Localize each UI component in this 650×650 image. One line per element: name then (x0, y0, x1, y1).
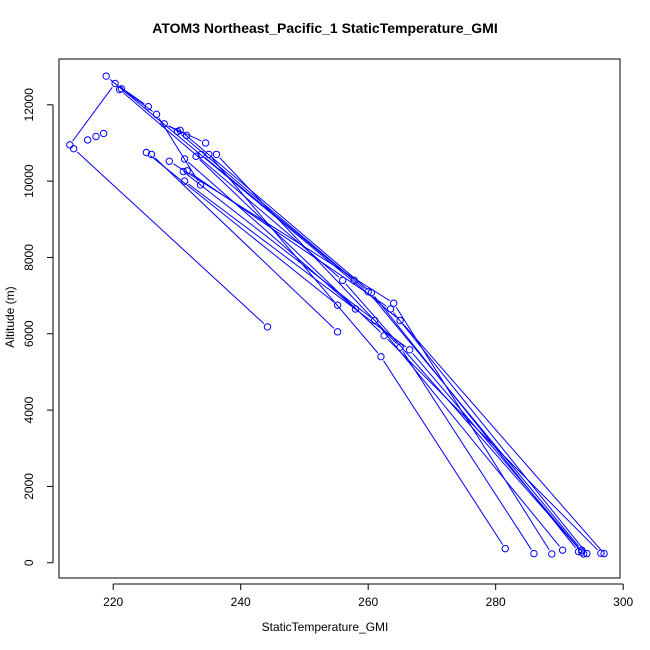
data-point (83, 136, 92, 144)
data-point (583, 549, 591, 558)
data-point (396, 316, 404, 325)
series-segment (204, 157, 351, 278)
y-tick-label: 10000 (22, 164, 36, 198)
data-point (389, 299, 398, 307)
data-point (263, 323, 272, 331)
series-segment (188, 183, 407, 348)
y-tick-label: 0 (22, 559, 36, 566)
x-tick-label: 260 (358, 595, 378, 609)
x-axis-title: StaticTemperature_GMI (261, 620, 389, 634)
data-point (179, 167, 188, 176)
x-tick-label: 300 (613, 595, 633, 609)
data-point (578, 548, 586, 556)
series-segment (199, 159, 381, 333)
chart-title: ATOM3 Northeast_Pacific_1 StaticTemperat… (152, 20, 498, 36)
data-point (558, 546, 567, 554)
series-segment (412, 353, 581, 551)
data-point (147, 150, 156, 159)
data-point (182, 131, 191, 140)
series-segment (377, 323, 560, 547)
series-segment (402, 350, 532, 550)
x-tick-label: 220 (103, 595, 123, 609)
series-segment (345, 283, 579, 549)
series-segment (211, 157, 379, 354)
data-point (144, 103, 152, 111)
data-point (333, 301, 342, 309)
series-segment (122, 92, 340, 278)
series-segment (402, 323, 602, 551)
y-tick-label: 6000 (22, 320, 36, 347)
data-point (333, 328, 342, 336)
data-point (548, 550, 556, 558)
series-segment (158, 118, 199, 182)
series-segment (76, 151, 265, 325)
series-segment (149, 155, 335, 303)
data-point (180, 155, 189, 163)
x-tick-label: 240 (231, 595, 251, 609)
series-segment (190, 173, 387, 307)
data-point (192, 152, 200, 161)
data-point (574, 547, 583, 556)
data-point (142, 148, 151, 157)
data-point (196, 181, 205, 189)
y-tick-label: 8000 (22, 244, 36, 271)
series-segment (183, 133, 369, 290)
data-point (102, 72, 110, 80)
series-segment (118, 85, 145, 105)
series-segment (393, 312, 585, 551)
data-point (99, 129, 108, 138)
data-point (111, 79, 119, 88)
y-tick-label: 12000 (22, 88, 36, 122)
series-segment (168, 125, 183, 134)
series-segment (373, 295, 576, 549)
data-point (201, 139, 210, 147)
x-tick-label: 280 (486, 595, 506, 609)
series-segment (180, 134, 365, 290)
data-point (66, 141, 74, 149)
data-point (338, 276, 347, 285)
data-point (212, 150, 221, 159)
data-point (152, 110, 161, 119)
series-segment (109, 78, 397, 318)
data-point (501, 544, 509, 553)
series-segment (154, 157, 335, 329)
data-point (380, 331, 388, 340)
data-point (160, 120, 168, 128)
data-point (377, 352, 385, 361)
data-point (600, 549, 608, 558)
plot-frame (58, 58, 621, 579)
data-point (530, 549, 538, 558)
data-point (367, 288, 376, 297)
data-point (69, 144, 78, 153)
data-point (405, 346, 414, 354)
data-point (597, 549, 605, 557)
data-point (183, 167, 191, 175)
data-point (165, 157, 173, 165)
series-segment (383, 360, 504, 545)
y-tick-label: 4000 (22, 396, 36, 423)
data-point (92, 132, 100, 141)
series-segment (125, 91, 153, 112)
series-segment (72, 86, 113, 142)
series-segment (370, 295, 580, 547)
data-point (117, 85, 126, 93)
y-tick-label: 2000 (22, 473, 36, 500)
data-point (180, 177, 189, 185)
